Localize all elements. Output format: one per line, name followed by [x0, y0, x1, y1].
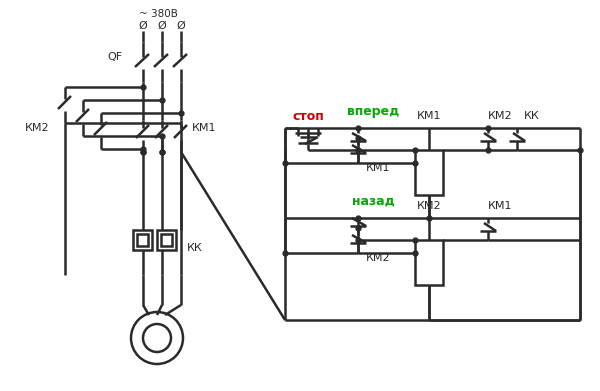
Bar [415, 240, 443, 285]
Text: КМ1: КМ1 [366, 163, 390, 173]
Text: КМ1: КМ1 [488, 201, 512, 211]
Text: КМ2: КМ2 [416, 201, 442, 211]
Text: Ø: Ø [176, 21, 185, 31]
Text: КК: КК [524, 111, 540, 121]
Text: Ø: Ø [139, 21, 148, 31]
Text: ~ 380В: ~ 380В [139, 9, 178, 19]
Text: КМ2: КМ2 [365, 253, 391, 263]
Bar [133, 230, 152, 250]
Text: КМ2: КМ2 [488, 111, 512, 121]
Text: вперед: вперед [347, 104, 399, 118]
Text: Ø: Ø [158, 21, 166, 31]
Bar [161, 234, 172, 246]
Text: стоп: стоп [292, 109, 324, 122]
Text: КМ1: КМ1 [192, 123, 217, 133]
Text: назад: назад [352, 194, 394, 208]
Text: КМ1: КМ1 [417, 111, 441, 121]
Bar [415, 150, 443, 195]
Bar [137, 234, 148, 246]
Text: КМ2: КМ2 [25, 123, 50, 133]
Text: QF: QF [107, 52, 122, 62]
Text: КК: КК [187, 243, 203, 253]
Bar [157, 230, 176, 250]
